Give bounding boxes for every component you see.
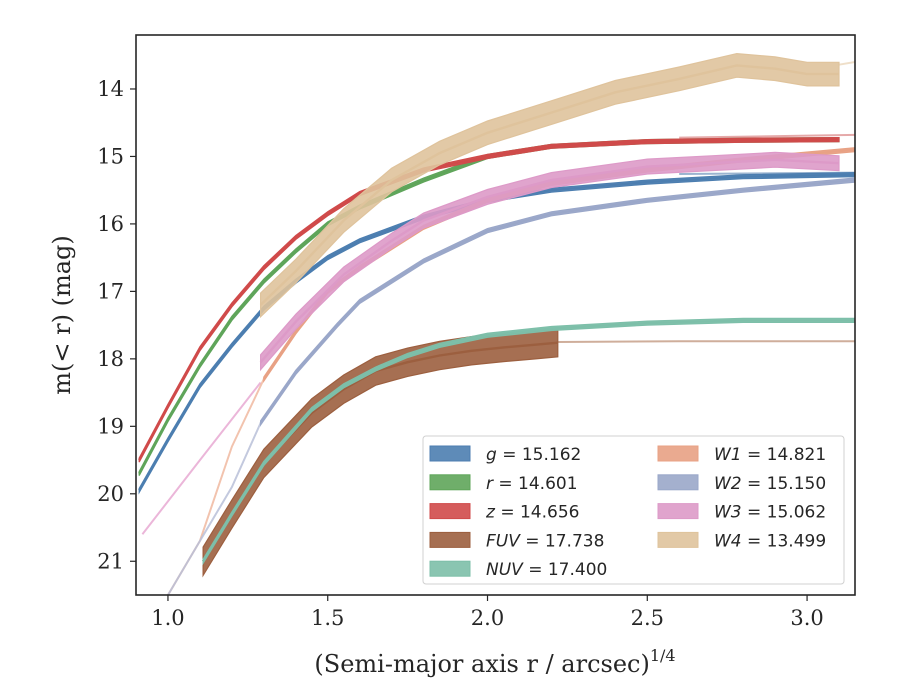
legend-swatch	[429, 503, 471, 520]
legend-entry: z = 14.656	[429, 503, 579, 523]
y-tick-label: 14	[97, 77, 124, 101]
series-8	[259, 52, 840, 319]
legend-label: W3 = 15.062	[714, 503, 826, 523]
series-line	[138, 173, 855, 491]
legend-label: z = 14.656	[485, 503, 579, 523]
y-tick-label: 20	[97, 482, 124, 506]
x-tick-label: 3.0	[790, 606, 823, 630]
legend-swatch	[429, 560, 471, 577]
legend-label: FUV = 17.738	[486, 531, 604, 551]
legend-swatch	[429, 474, 471, 491]
y-tick-label: 19	[97, 414, 124, 438]
series-line	[202, 319, 855, 562]
series-band	[260, 52, 840, 319]
legend-box	[422, 435, 845, 585]
faint-extension-3	[557, 340, 855, 343]
legend-entry: r = 14.601	[429, 474, 578, 494]
series-line	[259, 178, 855, 424]
series-band	[202, 317, 855, 566]
y-axis-ticks: 14 15 16 17 18 19 20 21	[97, 77, 136, 573]
legend-entry: W2 = 15.150	[657, 474, 826, 494]
series-band	[138, 136, 840, 463]
series-band	[260, 177, 855, 427]
legend-entry: W3 = 15.062	[657, 503, 826, 523]
legend-label: g = 15.162	[486, 445, 581, 465]
faint-extension-2	[167, 422, 262, 595]
legend-swatch	[429, 531, 471, 548]
x-axis-ticks: 1.0 1.5 2.0 2.5 3.0	[151, 595, 824, 630]
series-2	[138, 136, 840, 463]
legend-entry: FUV = 17.738	[429, 531, 604, 551]
series-1	[138, 136, 840, 476]
series-4	[202, 317, 855, 566]
faint-extension-0	[141, 381, 262, 535]
legend-swatch	[657, 503, 699, 520]
faint-extension-6	[838, 61, 855, 66]
legend-entry: NUV = 17.400	[429, 560, 607, 580]
series-line	[259, 158, 840, 363]
x-tick-label: 1.0	[151, 606, 184, 630]
legend-swatch	[657, 531, 699, 548]
faint-extension-layer	[141, 61, 855, 595]
plot-frame	[135, 34, 856, 596]
series-7	[259, 151, 840, 372]
legend-label: NUV = 17.400	[486, 560, 607, 580]
x-tick-label: 2.5	[631, 606, 664, 630]
series-band	[260, 151, 840, 372]
x-tick-label: 2.0	[471, 606, 504, 630]
series-band	[138, 136, 840, 476]
y-tick-label: 18	[97, 347, 124, 371]
y-axis-label: m(< r) (mag)	[48, 235, 76, 394]
series-line	[259, 64, 839, 306]
legend-swatch	[657, 445, 699, 462]
legend-swatch	[657, 474, 699, 491]
series-line	[138, 138, 840, 461]
series-layer	[138, 52, 855, 578]
faint-extension-5	[679, 133, 855, 139]
legend-label: W2 = 15.150	[714, 474, 826, 494]
series-6	[259, 177, 855, 427]
legend: g = 15.162 r = 14.601 z = 14.656 FUV = 17.7…	[422, 435, 845, 585]
y-tick-label: 17	[97, 279, 124, 303]
legend-label: r = 14.601	[486, 474, 578, 494]
x-axis-label: (Semi-major axis r / arcsec)1/4	[314, 646, 675, 678]
legend-label: W4 = 13.499	[714, 531, 826, 551]
legend-swatch	[429, 445, 471, 462]
legend-entry: g = 15.162	[429, 445, 581, 465]
y-tick-label: 15	[97, 144, 124, 168]
x-tick-label: 1.5	[311, 606, 344, 630]
y-tick-label: 21	[97, 549, 124, 573]
y-tick-label: 16	[97, 212, 124, 236]
legend-label: W1 = 14.821	[714, 445, 826, 465]
legend-entry: W4 = 13.499	[657, 531, 826, 551]
legend-entry: W1 = 14.821	[657, 445, 826, 465]
